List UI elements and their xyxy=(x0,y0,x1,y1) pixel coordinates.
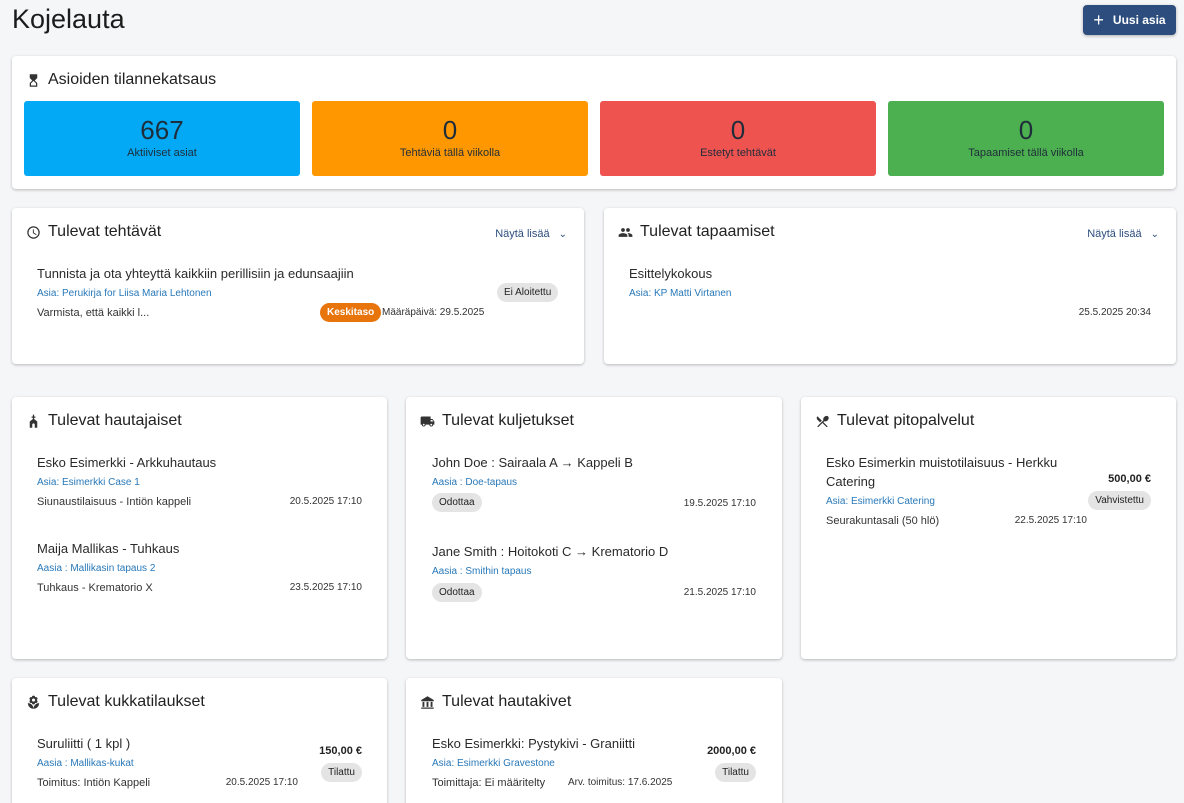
funeral-datetime: 20.5.2025 17:10 xyxy=(289,496,362,507)
flower-icon xyxy=(24,693,42,711)
headstones-title: Tulevat hautakivet xyxy=(418,693,571,711)
catering-price: 500,00 € xyxy=(1108,473,1151,485)
flower-order-datetime: 20.5.2025 17:10 xyxy=(225,777,298,788)
stat-label: Tehtäviä tällä viikolla xyxy=(399,147,501,159)
stat-meetings-this-week[interactable]: 0 Tapaamiset tällä viikolla xyxy=(888,101,1164,176)
transports-title: Tulevat kuljetukset xyxy=(418,412,574,430)
funeral-place: Tuhkaus - Krematorio X xyxy=(37,582,153,594)
stat-active-cases[interactable]: 667 Aktiiviset asiat xyxy=(24,101,300,176)
transport-datetime: 19.5.2025 17:10 xyxy=(683,498,756,509)
stat-tasks-this-week[interactable]: 0 Tehtäviä tällä viikolla xyxy=(312,101,588,176)
tasks-title: Tulevat tehtävät xyxy=(24,223,161,241)
meetings-title: Tulevat tapaamiset xyxy=(616,223,775,241)
monument-icon xyxy=(418,693,436,711)
upcoming-headstones-card: Tulevat hautakivet Esko Esimerkki: Pysty… xyxy=(406,678,782,803)
headstone-case-link[interactable]: Asia: Esimerkki Gravestone xyxy=(432,758,555,769)
stat-value: 0 xyxy=(442,115,458,145)
catering-case-link[interactable]: Asia: Esimerkki Catering xyxy=(826,496,935,507)
stat-label: Estetyt tehtävät xyxy=(700,147,776,159)
upcoming-funerals-card: Tulevat hautajaiset Esko Esimerkki - Ark… xyxy=(12,397,387,659)
flower-order-title[interactable]: Suruliitti ( 1 kpl ) xyxy=(37,736,131,751)
flower-order-status-badge: Tilattu xyxy=(321,763,362,782)
task-case-link[interactable]: Asia: Perukirja for Liisa Maria Lehtonen xyxy=(37,288,212,299)
transport-title[interactable]: Jane Smith : Hoitokoti C → Krematorio D xyxy=(432,544,669,559)
funeral-title[interactable]: Esko Esimerkki - Arkkuhautaus xyxy=(37,455,217,470)
chevron-down-icon: ⌄ xyxy=(558,228,567,240)
transport-case-link[interactable]: Aasia : Smithin tapaus xyxy=(432,566,532,577)
stat-value: 0 xyxy=(1018,115,1034,145)
funeral-datetime: 23.5.2025 17:10 xyxy=(289,582,362,593)
upcoming-meetings-card: Tulevat tapaamiset Näytä lisää ⌄ Esittel… xyxy=(604,208,1176,364)
funeral-case-link[interactable]: Aasia : Mallikasin tapaus 2 xyxy=(37,563,156,574)
stat-value: 667 xyxy=(140,115,184,145)
headstone-title[interactable]: Esko Esimerkki: Pystykivi - Graniitti xyxy=(432,736,635,751)
funeral-place: Siunaustilaisuus - Intiön kappeli xyxy=(37,496,192,508)
utensils-icon xyxy=(813,412,831,430)
flower-order-delivery: Toimitus: Intiön Kappeli xyxy=(37,777,151,789)
task-priority-badge: Keskitaso xyxy=(320,303,382,322)
funeral-title[interactable]: Maija Mallikas - Tuhkaus xyxy=(37,541,180,556)
catering-title: Tulevat pitopalvelut xyxy=(813,412,974,430)
headstone-price: 2000,00 € xyxy=(707,745,756,757)
overview-title: Asioiden tilannekatsaus xyxy=(24,71,216,89)
chevron-down-icon: ⌄ xyxy=(1150,228,1159,240)
new-case-button[interactable]: + Uusi asia xyxy=(1083,5,1176,35)
catering-status-badge: Vahvistettu xyxy=(1088,491,1151,510)
upcoming-tasks-card: Tulevat tehtävät Näytä lisää ⌄ Tunnista … xyxy=(12,208,584,364)
transport-status-badge: Odottaa xyxy=(432,583,482,602)
stat-label: Aktiiviset asiat xyxy=(127,147,197,159)
task-title[interactable]: Tunnista ja ota yhteyttä kaikkiin perill… xyxy=(37,266,354,281)
meeting-title[interactable]: Esittelykokous xyxy=(629,266,713,281)
stat-blocked-tasks[interactable]: 0 Estetyt tehtävät xyxy=(600,101,876,176)
flower-order-case-link[interactable]: Aasia : Mallikas-kukat xyxy=(37,758,134,769)
headstone-supplier: Toimittaja: Ei määritelty xyxy=(432,777,546,789)
transport-case-link[interactable]: Aasia : Doe-tapaus xyxy=(432,477,518,488)
transport-datetime: 21.5.2025 17:10 xyxy=(683,587,756,598)
upcoming-flowers-card: Tulevat kukkatilaukset Suruliitti ( 1 kp… xyxy=(12,678,387,803)
stat-label: Tapaamiset tällä viikolla xyxy=(968,147,1084,159)
task-description: Varmista, että kaikki l... xyxy=(37,307,150,319)
funeral-case-link[interactable]: Asia: Esimerkki Case 1 xyxy=(37,477,140,488)
people-icon xyxy=(616,223,634,241)
transport-status-badge: Odottaa xyxy=(432,493,482,512)
catering-datetime: 22.5.2025 17:10 xyxy=(1014,515,1087,526)
flower-order-price: 150,00 € xyxy=(319,745,362,757)
new-case-button-label: Uusi asia xyxy=(1112,13,1166,27)
upcoming-transports-card: Tulevat kuljetukset John Doe : Sairaala … xyxy=(406,397,782,659)
catering-title-text[interactable]: Esko Esimerkin muistotilaisuus - Herkku … xyxy=(826,455,1058,489)
meeting-case-link[interactable]: Asia: KP Matti Virtanen xyxy=(629,288,732,299)
hourglass-icon xyxy=(24,71,42,89)
task-status-badge: Ei Aloitettu xyxy=(497,283,559,302)
meeting-datetime: 25.5.2025 20:34 xyxy=(1078,307,1151,318)
headstone-estimated-delivery: Arv. toimitus: 17.6.2025 xyxy=(568,777,673,788)
plus-icon: + xyxy=(1093,10,1104,30)
upcoming-catering-card: Tulevat pitopalvelut Esko Esimerkin muis… xyxy=(801,397,1176,659)
funerals-title: Tulevat hautajaiset xyxy=(24,412,182,430)
headstone-status-badge: Tilattu xyxy=(715,763,756,782)
stat-value: 0 xyxy=(730,115,746,145)
transport-title[interactable]: John Doe : Sairaala A → Kappeli B xyxy=(432,455,633,470)
meetings-show-more[interactable]: Näytä lisää ⌄ xyxy=(1087,228,1159,240)
tasks-show-more[interactable]: Näytä lisää ⌄ xyxy=(495,228,567,240)
task-due-date: Määräpäivä: 29.5.2025 xyxy=(382,307,485,318)
page-title: Kojelauta xyxy=(12,4,125,34)
clock-icon xyxy=(24,223,42,241)
truck-icon xyxy=(418,412,436,430)
church-icon xyxy=(24,412,42,430)
overview-card: Asioiden tilannekatsaus 667 Aktiiviset a… xyxy=(12,56,1176,189)
catering-place: Seurakuntasali (50 hlö) xyxy=(826,515,940,527)
flowers-title: Tulevat kukkatilaukset xyxy=(24,693,205,711)
